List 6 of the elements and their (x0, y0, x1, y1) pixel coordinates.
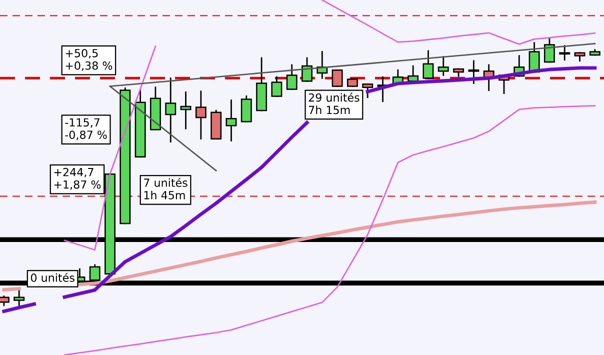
annotation: -115,7 -0,87 % (65, 118, 107, 140)
annotation: 29 unités 7h 15m (308, 92, 360, 114)
annotation: 7 unités 1h 45m (144, 178, 188, 200)
annotation: +50,5 +0,38 % (66, 48, 112, 71)
annotation: +244,7 +1,87 % (54, 168, 101, 190)
annotation: 0 unités (30, 272, 74, 282)
